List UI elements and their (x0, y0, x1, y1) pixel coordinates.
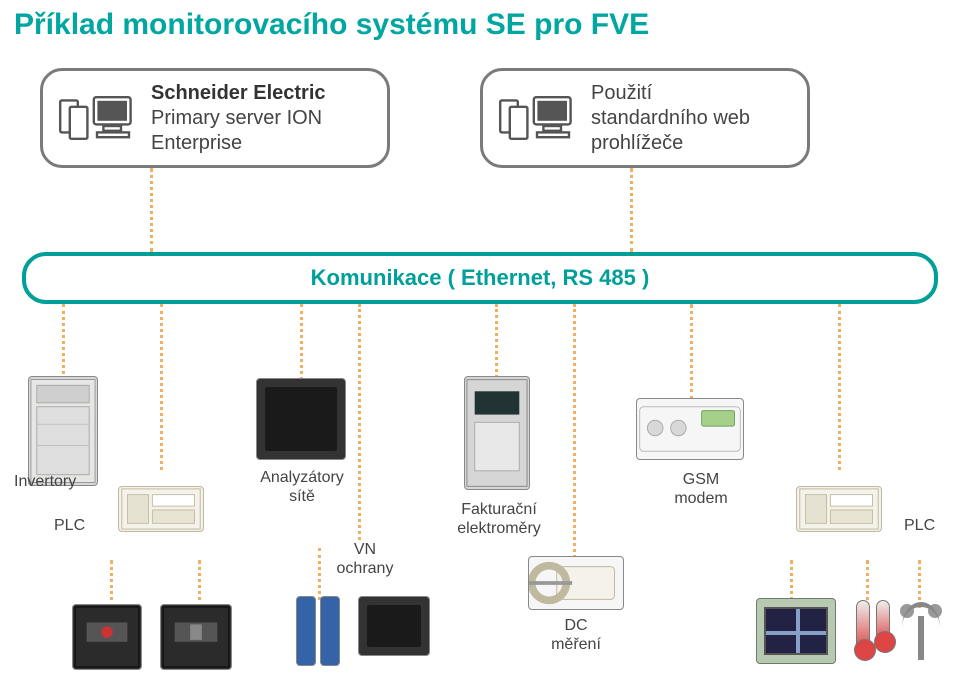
blue-relay-icon (296, 596, 340, 666)
device-dc-sensor: DC měření (528, 556, 624, 654)
connector-line (838, 304, 841, 470)
text-line: Primary server ION (151, 106, 326, 131)
label-plc-right: PLC (904, 510, 935, 535)
device-label: PLC (904, 516, 935, 535)
analyzer-panel-icon (256, 378, 346, 460)
page-title: Příklad monitorovacího systému SE pro FV… (14, 8, 649, 42)
breaker-icon (160, 604, 232, 670)
device-label: DC měření (551, 616, 601, 654)
text-line: prohlížeče (591, 131, 750, 156)
device-plc-left (118, 486, 204, 532)
text-line: standardního web (591, 106, 750, 131)
communication-bar-label: Komunikace ( Ethernet, RS 485 ) (311, 265, 650, 291)
connector-line (573, 304, 576, 558)
text-line: Použití (591, 81, 750, 106)
device-label: PLC (54, 516, 85, 535)
brand-line: Schneider Electric (151, 81, 326, 106)
label-invertory: Invertory (14, 466, 76, 491)
thermometer-icon (856, 600, 890, 660)
device-gsm-modem (636, 398, 744, 460)
connector-line (358, 304, 361, 540)
dc-sensor-icon (528, 556, 624, 610)
communication-bar: Komunikace ( Ethernet, RS 485 ) (22, 252, 938, 304)
connector-line (300, 304, 303, 380)
gsm-modem-icon (636, 398, 744, 460)
device-label: Invertory (14, 472, 76, 491)
connector-line (198, 560, 201, 608)
connector-line (918, 560, 921, 608)
label-gsm: GSM modem (666, 464, 736, 508)
connector-line (160, 304, 163, 470)
solar-panel-icon (756, 598, 836, 664)
servers-icon (497, 83, 577, 153)
device-blue-relays (296, 596, 340, 666)
anemometer-icon (904, 602, 938, 660)
server-box-browser: Použití standardního web prohlížeče (480, 68, 810, 168)
device-label: Fakturační elektroměry (457, 500, 541, 538)
connector-line (62, 304, 65, 380)
label-plc-left: PLC (54, 510, 85, 535)
connector-line (318, 548, 321, 600)
text-line: Enterprise (151, 131, 326, 156)
connector-line (110, 560, 113, 608)
billing-meter-icon (464, 376, 530, 490)
label-analyzatory: Analyzátory sítě (252, 462, 352, 506)
device-anemometer (904, 602, 938, 660)
server-box-primary-text: Schneider Electric Primary server ION En… (151, 81, 326, 156)
label-fakturacni: Fakturační elektroměry (444, 494, 554, 538)
device-solar-panel (756, 598, 836, 664)
servers-icon (57, 83, 137, 153)
device-analyzer (256, 378, 346, 460)
device-breaker (72, 604, 142, 670)
connector-line (630, 168, 633, 252)
plc-module-icon (796, 486, 882, 532)
vn-relay-icon (358, 596, 430, 656)
device-vn-relay (358, 596, 430, 656)
device-label: VN ochrany (337, 540, 394, 578)
breaker-icon (72, 604, 142, 670)
server-box-browser-text: Použití standardního web prohlížeče (591, 81, 750, 156)
device-thermometer (856, 600, 890, 660)
device-label: Analyzátory sítě (260, 468, 344, 506)
plc-module-icon (118, 486, 204, 532)
connector-line (150, 168, 153, 252)
device-label: GSM modem (674, 470, 727, 508)
device-billing-meter (464, 376, 530, 490)
connector-line (690, 304, 693, 400)
device-plc-right (796, 486, 882, 532)
server-box-primary: Schneider Electric Primary server ION En… (40, 68, 390, 168)
device-breaker (160, 604, 232, 670)
label-vn: VN ochrany (330, 540, 400, 584)
